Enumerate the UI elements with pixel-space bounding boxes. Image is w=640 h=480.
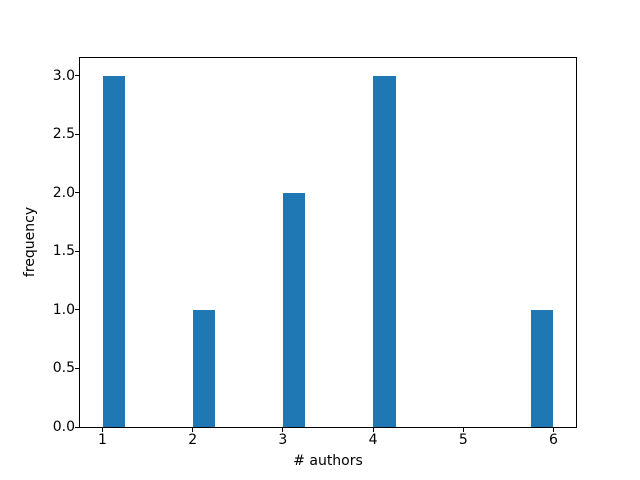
bar-authors-5.75 xyxy=(530,309,554,427)
y-tick-label: 0.0 xyxy=(52,419,75,435)
x-tick-mark xyxy=(372,428,374,432)
y-axis-label: frequency xyxy=(22,206,38,278)
x-tick-mark xyxy=(553,428,554,432)
x-tick-label: 3 xyxy=(278,432,288,448)
y-tick-mark xyxy=(75,133,79,135)
y-tick-label: 2.5 xyxy=(52,126,75,143)
x-tick-label: 2 xyxy=(188,432,198,448)
x-tick-mark xyxy=(282,428,284,432)
x-tick-mark xyxy=(192,428,194,432)
y-tick-label: 0.5 xyxy=(52,360,75,377)
x-tick-label: 5 xyxy=(458,432,468,448)
bar-authors-1 xyxy=(102,75,125,427)
y-tick-label: 1.0 xyxy=(52,301,75,318)
y-tick-label: 2.0 xyxy=(52,184,75,201)
x-tick-label: 6 xyxy=(549,432,558,448)
x-tick-label: 4 xyxy=(368,432,378,448)
x-tick-label: 1 xyxy=(98,432,107,448)
plot-area xyxy=(79,57,577,428)
y-tick-mark xyxy=(75,426,79,428)
bar-authors-2 xyxy=(192,309,216,427)
y-tick-mark xyxy=(75,309,79,311)
y-tick-mark xyxy=(75,192,79,194)
y-tick-label: 1.5 xyxy=(52,243,75,260)
y-tick-mark xyxy=(75,75,79,77)
y-tick-label: 3.0 xyxy=(52,67,75,84)
x-tick-mark xyxy=(102,428,103,432)
x-tick-mark xyxy=(462,428,464,432)
y-tick-mark xyxy=(75,250,79,252)
bar-authors-4 xyxy=(373,75,396,427)
x-axis-label: # authors xyxy=(293,453,363,469)
bar-authors-3 xyxy=(282,192,306,427)
y-tick-mark xyxy=(75,367,79,369)
